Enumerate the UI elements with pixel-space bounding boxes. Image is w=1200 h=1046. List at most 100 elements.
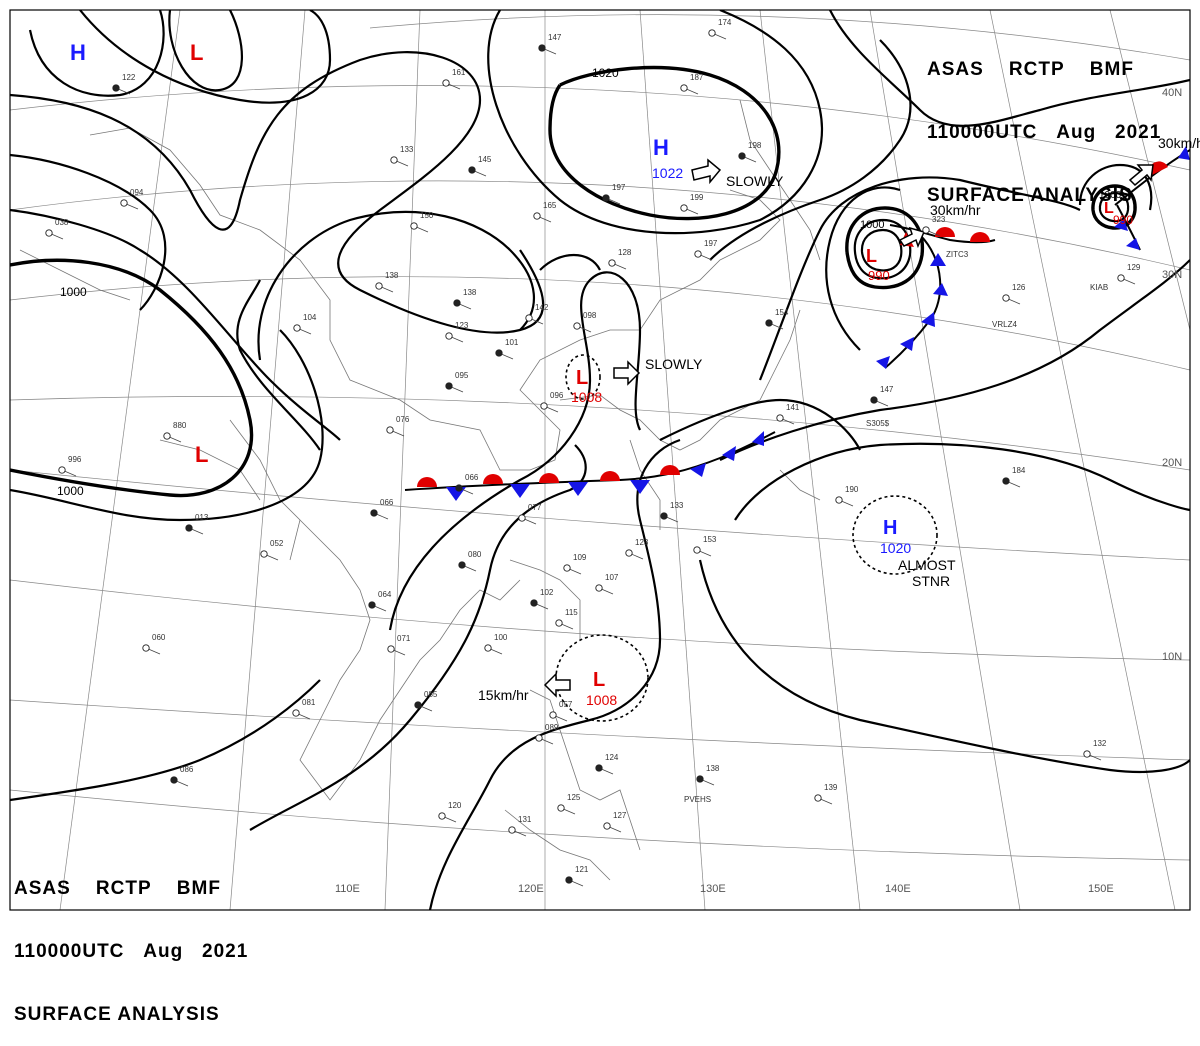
motion-label-far-east: 30km/hr (1158, 135, 1200, 151)
station-pressure: 125 (567, 793, 581, 802)
station-plot: 145 (468, 155, 492, 177)
station-pressure: 138 (463, 288, 477, 297)
station-pressure: 132 (1093, 739, 1107, 748)
station-plot: 089 (535, 723, 559, 745)
station-pressure: 138 (385, 271, 399, 280)
station-plot: 190 (835, 485, 859, 507)
station-pressure: 096 (550, 391, 564, 400)
header-line-1: ASAS RCTP BMF (14, 878, 221, 899)
station-plot: 139 (814, 783, 838, 805)
motion-label-pacific: 30km/hr (930, 202, 981, 218)
station-circle (608, 259, 616, 267)
station-circle (260, 550, 268, 558)
station-plot: 080 (458, 550, 482, 572)
station-plot: 174 (708, 18, 732, 40)
station-plot: 120 (438, 801, 462, 823)
station-plot: 150 (410, 211, 434, 233)
station-pressure: 038 (55, 218, 69, 227)
station-pressure: 165 (543, 201, 557, 210)
station-circle (45, 229, 53, 237)
station-pressure: 141 (786, 403, 800, 412)
station-plot: 052 (260, 539, 284, 561)
station-pressure: 153 (703, 535, 717, 544)
isobar-label: 1000 (60, 285, 87, 299)
station-circle (694, 250, 702, 258)
station-circle (442, 79, 450, 87)
station-plot: 142 (525, 303, 549, 325)
station-pressure: 138 (706, 764, 720, 773)
pressure-centers: H L H 1022 SLOWLY L L 1008 SLOWLY L 1008… (70, 40, 1200, 708)
header-line-2: 110000UTC Aug 2021 (14, 941, 249, 962)
station-pressure: 154 (775, 308, 789, 317)
lon-label: 150E (1088, 883, 1114, 895)
station-pressure: 102 (540, 588, 554, 597)
grid-labels: 110E 120E 130E 140E 150E 40N 30N 20N 10N (335, 87, 1182, 895)
isobar-labels: 1020 1000 1000 1000 1000 (57, 66, 1122, 498)
lon-label: 120E (518, 883, 544, 895)
station-plot: 057 (549, 700, 573, 722)
low-center-philippine: L (593, 669, 605, 691)
station-plot: 138 (453, 288, 477, 310)
station-circle (458, 561, 466, 569)
station-circle (602, 194, 610, 202)
station-pressure: 199 (690, 193, 704, 202)
station-pressure: 066 (465, 473, 479, 482)
station-plot: 133 (390, 145, 414, 167)
station-pressure: 323 (932, 215, 946, 224)
motion-arrows (543, 158, 1154, 698)
station-pressure: 101 (505, 338, 519, 347)
station-pressure: 071 (397, 634, 411, 643)
station-plot: 123 (625, 538, 649, 560)
station-circle (776, 414, 784, 422)
station-plot: 129 (1117, 263, 1141, 285)
station-plot: 060 (142, 633, 166, 655)
station-pressure: 080 (468, 550, 482, 559)
station-plot: 107 (595, 573, 619, 595)
motion-label-philippine: 15km/hr (478, 687, 529, 703)
station-plot: 132 (1083, 739, 1107, 761)
station-pressure: 121 (575, 865, 589, 874)
lon-label: 110E (335, 883, 360, 895)
station-pressure: 120 (448, 801, 462, 810)
station-pressure: 086 (180, 765, 194, 774)
station-plot: 096 (540, 391, 564, 413)
station-circle (708, 29, 716, 37)
station-plot: 138 (375, 271, 399, 293)
station-plot: 086 (170, 765, 194, 787)
station-circle (660, 512, 668, 520)
station-plot: 102 (530, 588, 554, 610)
low-center-far-east: L (1104, 200, 1114, 217)
station-pressure: 150 (420, 211, 434, 220)
station-plot: 101 (495, 338, 519, 360)
ship-callsign: PVEHS (684, 795, 711, 804)
station-circle (495, 349, 503, 357)
station-pressure: 089 (545, 723, 559, 732)
station-plots: 1471611331451651501381381231011420980951… (45, 18, 1141, 887)
station-plot: 121 (565, 865, 589, 887)
low-value-pacific: 990 (868, 268, 890, 283)
low-center-nw: L (190, 40, 203, 65)
header-line-2: 110000UTC Aug 2021 (927, 122, 1162, 143)
high-value-pacific: 1020 (880, 540, 911, 556)
station-circle (680, 204, 688, 212)
station-pressure: 133 (670, 501, 684, 510)
station-plot: 123 (445, 321, 469, 343)
chart-header-bottom: ASAS RCTP BMF 110000UTC Aug 2021 SURFACE… (14, 836, 248, 1046)
station-circle (533, 212, 541, 220)
isobars (10, 10, 1190, 910)
low-value-far-east: 990 (1113, 213, 1133, 227)
station-circle (555, 619, 563, 627)
station-pressure: 095 (455, 371, 469, 380)
station-plot: 013 (185, 513, 209, 535)
station-plot: 184 (1002, 466, 1026, 488)
station-plot: 066 (370, 498, 394, 520)
station-pressure: 187 (690, 73, 704, 82)
station-plot: 141 (776, 403, 800, 425)
ship-callsign: S305$ (866, 419, 890, 428)
station-circle (370, 509, 378, 517)
station-pressure: 077 (528, 503, 542, 512)
station-plot: 165 (533, 201, 557, 223)
station-circle (1117, 274, 1125, 282)
station-plot: 197 (694, 239, 718, 261)
station-plot: 098 (573, 311, 597, 333)
